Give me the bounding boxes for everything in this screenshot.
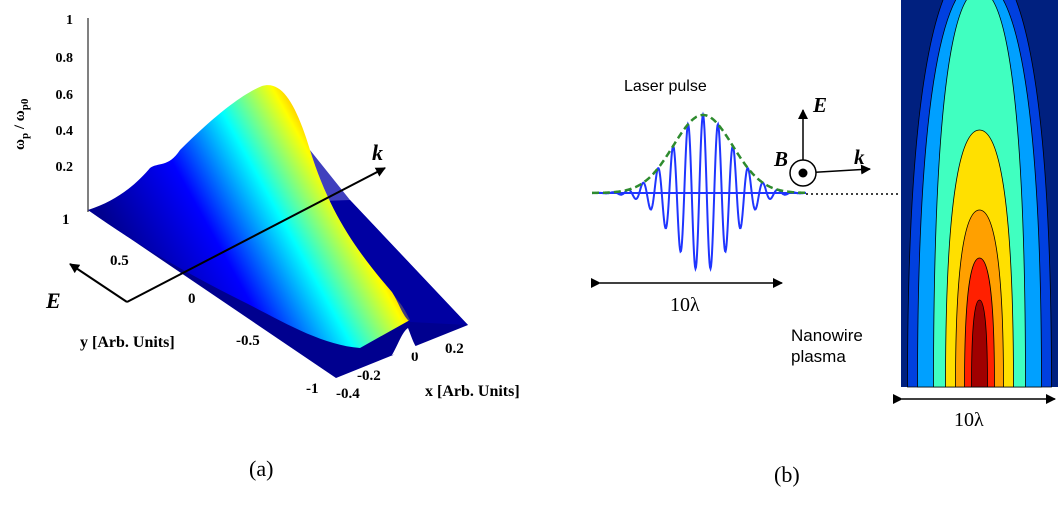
caption-b: (b) <box>774 462 800 487</box>
z-tick-label: 0.8 <box>56 51 74 66</box>
laser-envelope <box>592 113 806 195</box>
contour-band <box>971 299 988 388</box>
field-b-label: B <box>773 147 788 171</box>
field-e-label: E <box>812 93 827 117</box>
z-axis-label: ωp / ωp0 <box>12 98 31 150</box>
nanowire-plasma-contour <box>901 0 1058 388</box>
k-label: k <box>372 140 383 165</box>
caption-a: (a) <box>249 456 273 481</box>
e-label: E <box>45 288 61 313</box>
z-tick-label: 1 <box>66 13 73 28</box>
x-tick-label: 0 <box>411 349 419 365</box>
z-axis-label-sub1: p <box>19 133 31 139</box>
x-tick-label: 0.2 <box>445 341 464 357</box>
x-axis-label: x [Arb. Units] <box>425 383 520 400</box>
z-ticks: 1 0.8 0.6 0.4 0.2 <box>56 13 74 175</box>
width-label-left: 10λ <box>670 294 700 316</box>
y-tick-label: 0 <box>188 291 196 307</box>
z-axis-label-omega: ω <box>12 139 28 150</box>
y-tick-label: 1 <box>62 212 70 228</box>
nanowire-label-line1: Nanowire <box>791 326 863 345</box>
panel-a: 1 0.8 0.6 0.4 0.2 ωp / ωp0 1 0.5 0 -0.5 … <box>12 13 520 481</box>
panel-b: Laser pulse 10λ E k B Nanowire plasma 10… <box>591 0 1059 487</box>
y-ticks: 1 0.5 0 -0.5 -1 <box>62 212 319 397</box>
laser-wave <box>592 111 806 273</box>
e-arrow <box>69 263 128 303</box>
b-field-dot-icon <box>798 168 808 178</box>
k-arrow <box>126 167 386 303</box>
laser-pulse-label: Laser pulse <box>624 78 707 95</box>
x-ticks: -0.4 -0.2 0 0.2 <box>336 341 464 402</box>
y-tick-label: -1 <box>306 381 319 397</box>
width-label-right: 10λ <box>954 409 984 431</box>
y-tick-label: 0.5 <box>110 253 129 269</box>
z-tick-label: 0.4 <box>56 124 74 139</box>
y-tick-label: -0.5 <box>236 333 260 349</box>
x-tick-label: -0.2 <box>357 368 381 384</box>
z-axis-label-sub2: p0 <box>19 98 31 110</box>
z-axis-label-sep: / ω <box>12 110 28 133</box>
z-tick-label: 0.2 <box>56 160 74 175</box>
surface-front-bump <box>392 328 420 355</box>
nanowire-label-line2: plasma <box>791 347 846 366</box>
z-tick-label: 0.6 <box>56 88 74 103</box>
y-axis-label: y [Arb. Units] <box>80 334 175 351</box>
surface-ridge <box>88 85 410 349</box>
field-k-label: k <box>854 145 865 169</box>
x-tick-label: -0.4 <box>336 386 360 402</box>
